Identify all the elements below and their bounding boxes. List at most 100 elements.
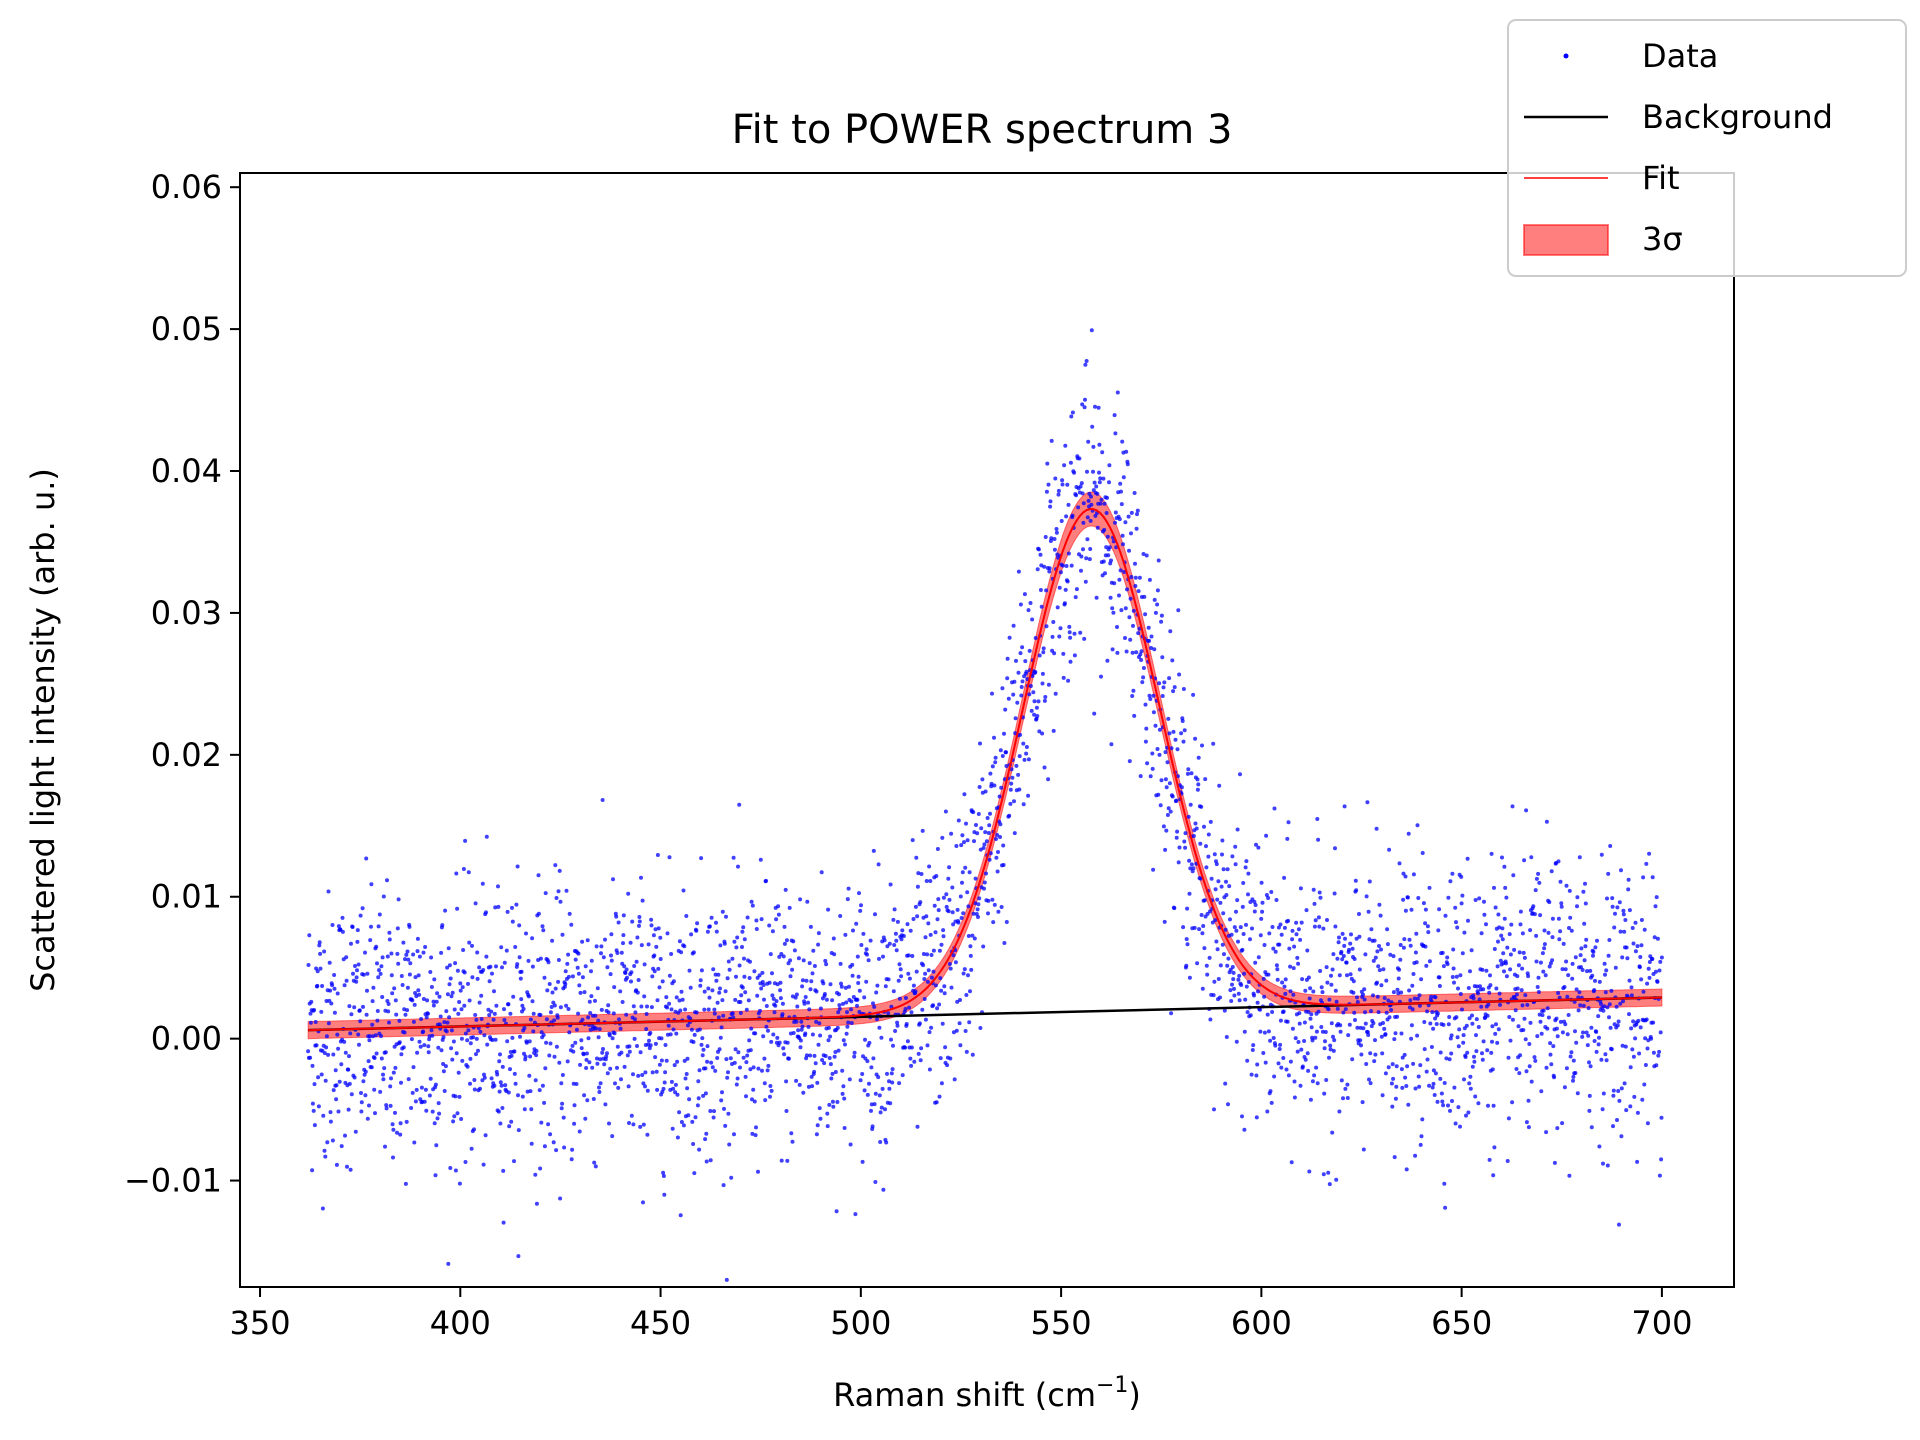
data-point — [442, 1020, 447, 1025]
data-point — [1493, 1031, 1498, 1036]
data-point — [755, 993, 760, 998]
data-point — [865, 1092, 870, 1097]
data-point — [391, 1070, 396, 1075]
data-point — [334, 1083, 339, 1088]
data-point — [307, 933, 312, 938]
data-point — [1568, 1054, 1573, 1059]
data-point — [357, 1008, 362, 1013]
data-point — [1256, 989, 1260, 994]
data-point — [1550, 958, 1555, 963]
data-point — [353, 1129, 358, 1134]
data-point — [636, 978, 641, 982]
data-point — [1401, 871, 1406, 876]
data-point — [1282, 925, 1287, 930]
data-point — [1577, 855, 1582, 860]
data-point — [1526, 1125, 1531, 1130]
data-point — [775, 1035, 780, 1040]
data-point — [678, 1008, 683, 1013]
data-point — [726, 1070, 730, 1075]
data-point — [1132, 491, 1137, 495]
data-point — [1097, 442, 1102, 447]
data-point — [1588, 1064, 1593, 1069]
data-point — [1526, 1098, 1531, 1103]
data-point — [816, 942, 821, 947]
data-point — [382, 1066, 387, 1071]
data-point — [788, 958, 793, 963]
data-point — [679, 1120, 684, 1124]
data-point — [1600, 1107, 1605, 1112]
data-point — [597, 1085, 601, 1090]
data-point — [710, 1065, 715, 1070]
data-point — [1616, 1089, 1621, 1093]
data-point — [663, 1070, 668, 1075]
data-point — [1159, 613, 1164, 618]
data-point — [381, 1072, 385, 1077]
data-point — [1519, 988, 1524, 993]
data-point — [913, 904, 918, 909]
data-point — [445, 992, 450, 997]
data-point — [771, 1032, 776, 1037]
data-point — [1529, 1079, 1534, 1084]
data-point — [333, 1068, 338, 1073]
data-point — [509, 1119, 514, 1124]
data-point — [1223, 927, 1228, 932]
data-point — [1048, 499, 1053, 504]
data-point — [911, 983, 916, 988]
data-point — [925, 952, 930, 957]
data-point — [702, 1007, 707, 1012]
data-point — [818, 1116, 823, 1121]
data-point — [582, 990, 587, 995]
data-point — [766, 1063, 771, 1068]
data-point — [852, 1050, 857, 1055]
data-point — [890, 1080, 895, 1085]
data-point — [883, 1107, 887, 1112]
data-point — [518, 976, 523, 981]
data-point — [833, 1070, 838, 1074]
data-point — [1567, 888, 1572, 893]
data-point — [1352, 1010, 1357, 1015]
data-point — [323, 1078, 328, 1083]
data-point — [754, 918, 759, 923]
data-point — [1393, 1096, 1398, 1101]
data-point — [1003, 707, 1008, 712]
data-point — [905, 922, 910, 927]
data-point — [951, 953, 956, 958]
data-point — [1524, 1069, 1529, 1074]
data-point — [1192, 925, 1197, 930]
data-point — [926, 921, 931, 926]
data-point — [754, 1125, 758, 1130]
data-point — [640, 1073, 645, 1077]
data-point — [499, 1083, 504, 1088]
data-point — [1051, 620, 1056, 624]
data-point — [1569, 1050, 1574, 1055]
data-point — [731, 1015, 736, 1020]
data-point — [1064, 514, 1069, 519]
data-point — [1337, 973, 1342, 978]
data-point — [1081, 501, 1086, 506]
data-point — [1017, 754, 1022, 759]
data-point — [873, 1091, 878, 1096]
data-point — [1334, 1177, 1339, 1182]
data-point — [661, 1086, 666, 1091]
data-point — [614, 914, 619, 919]
data-point — [1086, 498, 1091, 503]
data-point — [446, 1261, 451, 1266]
data-point — [1124, 449, 1129, 454]
data-point — [736, 1050, 741, 1055]
data-point — [1492, 947, 1497, 951]
data-point — [1452, 980, 1456, 985]
data-point — [1139, 658, 1144, 662]
data-point — [475, 976, 480, 981]
data-point — [545, 988, 550, 993]
data-point — [570, 974, 575, 979]
data-point — [1127, 615, 1132, 620]
data-point — [1659, 1157, 1664, 1162]
data-point — [828, 1062, 833, 1067]
data-point — [1617, 900, 1622, 905]
data-point — [638, 1050, 643, 1055]
data-point — [1288, 989, 1293, 994]
data-point — [344, 978, 349, 983]
data-point — [715, 1056, 720, 1060]
data-point — [531, 1011, 536, 1016]
data-point — [1470, 1064, 1475, 1069]
